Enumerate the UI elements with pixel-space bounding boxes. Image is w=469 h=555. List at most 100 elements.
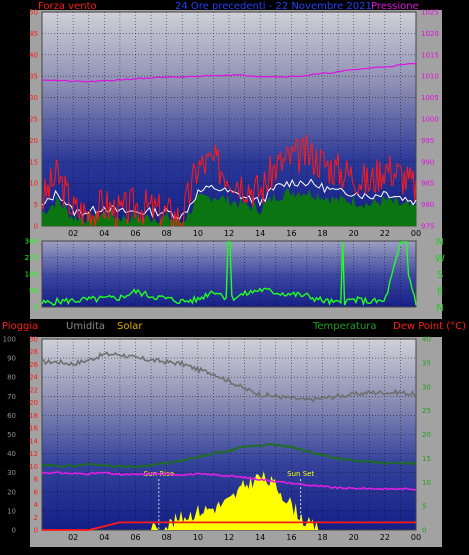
- temperature-y-tick: 10: [422, 479, 431, 487]
- solar-area: [42, 471, 416, 530]
- temperature-line: [41, 443, 417, 469]
- wind-mean-line: [41, 178, 417, 221]
- humidity-y-tick: 80: [7, 374, 16, 382]
- panel3-x-tick: 02: [68, 533, 78, 542]
- temperature-y-tick: 15: [422, 455, 431, 463]
- temperature-y-tick: 35: [422, 359, 431, 367]
- wind-y-tick: 50: [29, 9, 38, 17]
- rain-y-tick: 20: [29, 399, 38, 407]
- pressure-y-tick: 1025: [421, 9, 439, 17]
- pressure-y-tick: 990: [421, 158, 434, 166]
- pressure-y-tick: 980: [421, 201, 434, 209]
- temperature-y-tick: 5: [422, 503, 426, 511]
- rain-y-tick: 4: [34, 501, 39, 509]
- panel3-x-tick: 12: [224, 533, 234, 542]
- temperature-y-tick: 20: [422, 431, 431, 439]
- temperature-label: Temperatura: [313, 321, 377, 332]
- wind-average-area: [42, 188, 416, 226]
- rain-y-tick: 2: [34, 514, 38, 522]
- rain-y-tick: 28: [29, 348, 38, 356]
- humidity-y-tick: 20: [7, 488, 16, 496]
- rain-y-tick: 0: [34, 527, 38, 535]
- panel3-x-tick: 04: [99, 533, 109, 542]
- rain-y-tick: 26: [29, 361, 38, 369]
- panel3-x-tick: 14: [255, 533, 265, 542]
- direction-y-tick: 0: [34, 304, 38, 312]
- temperature-y-tick: 25: [422, 407, 431, 415]
- wind-y-tick: 45: [29, 30, 38, 38]
- panel1-x-tick: 12: [224, 229, 234, 238]
- wind-y-tick: 35: [29, 73, 38, 81]
- pressure-y-tick: 995: [421, 137, 434, 145]
- panel1-x-tick: 08: [162, 229, 172, 238]
- panel3-x-tick: 20: [349, 533, 359, 542]
- humidity-y-tick: 90: [7, 355, 16, 363]
- panel1-x-tick: 06: [130, 229, 140, 238]
- pressure-y-tick: 1015: [421, 51, 439, 59]
- panel3-x-tick: 16: [286, 533, 296, 542]
- wind-direction-line: [41, 241, 417, 307]
- humidity-y-tick: 70: [7, 393, 16, 401]
- panel1-x-tick: 18: [317, 229, 327, 238]
- panel1-x-tick: 00: [411, 229, 421, 238]
- rain-y-tick: 8: [34, 476, 38, 484]
- pressure-line: [41, 62, 417, 83]
- temperature-y-tick: 30: [422, 383, 431, 391]
- pressure-y-tick: 1005: [421, 94, 439, 102]
- humidity-y-tick: 0: [12, 527, 16, 535]
- humidity-y-tick: 60: [7, 412, 16, 420]
- wind-speed-label: Forza vento: [38, 1, 97, 12]
- humidity-label: Umidita: [66, 321, 106, 332]
- direction-compass-label: N: [436, 237, 443, 248]
- pressure-label: Pressione: [371, 1, 419, 12]
- wind-y-tick: 15: [29, 158, 38, 166]
- wind-y-tick: 10: [29, 180, 38, 188]
- panel3-x-tick: 06: [130, 533, 140, 542]
- panel3-x-tick: 08: [162, 533, 172, 542]
- direction-compass-label: N: [436, 303, 443, 314]
- pressure-y-tick: 1000: [421, 116, 439, 124]
- direction-compass-label: E: [437, 287, 443, 298]
- panel3-x-tick: 00: [411, 533, 421, 542]
- temperature-y-tick: 40: [422, 336, 431, 344]
- humidity-line: [41, 351, 417, 403]
- wind-y-tick: 40: [29, 51, 38, 59]
- rain-line: [42, 521, 416, 531]
- humidity-y-tick: 40: [7, 450, 16, 458]
- direction-compass-label: W: [435, 254, 445, 265]
- temperature-y-tick: 0: [422, 527, 426, 535]
- dewpoint-line: [41, 471, 417, 491]
- panel3-x-tick: 18: [317, 533, 327, 542]
- rain-y-tick: 6: [34, 488, 39, 496]
- panel1-x-tick: 16: [286, 229, 296, 238]
- humidity-y-tick: 30: [7, 469, 16, 477]
- dewpoint-label: Dew Point (°C): [393, 321, 467, 332]
- panel1-x-tick: 14: [255, 229, 265, 238]
- direction-y-tick: 90: [29, 287, 38, 295]
- panel3-x-tick: 22: [380, 533, 390, 542]
- solar-label: Solar: [117, 321, 143, 332]
- rain-y-tick: 16: [29, 425, 38, 433]
- pressure-y-tick: 1010: [421, 73, 439, 81]
- wind-y-tick: 30: [29, 94, 38, 102]
- direction-y-tick: 360: [25, 238, 38, 246]
- rain-y-tick: 14: [29, 437, 38, 445]
- chart-title: 24 Ore precedenti - 22 Novembre 2021: [175, 1, 372, 12]
- rain-y-tick: 24: [29, 374, 38, 382]
- panel1-x-tick: 10: [193, 229, 203, 238]
- direction-compass-label: S: [437, 270, 443, 281]
- humidity-y-tick: 50: [7, 431, 16, 439]
- panel1-x-tick: 02: [68, 229, 78, 238]
- wind-gust-line: [41, 134, 417, 227]
- direction-y-tick: 270: [25, 254, 38, 262]
- rain-y-tick: 10: [29, 463, 38, 471]
- wind-y-tick: 20: [29, 137, 38, 145]
- panel3-x-tick: 10: [193, 533, 203, 542]
- direction-y-tick: 180: [25, 271, 38, 279]
- wind-y-tick: 0: [34, 223, 38, 231]
- pressure-y-tick: 1020: [421, 30, 439, 38]
- panel1-x-tick: 22: [380, 229, 390, 238]
- humidity-y-tick: 100: [3, 336, 16, 344]
